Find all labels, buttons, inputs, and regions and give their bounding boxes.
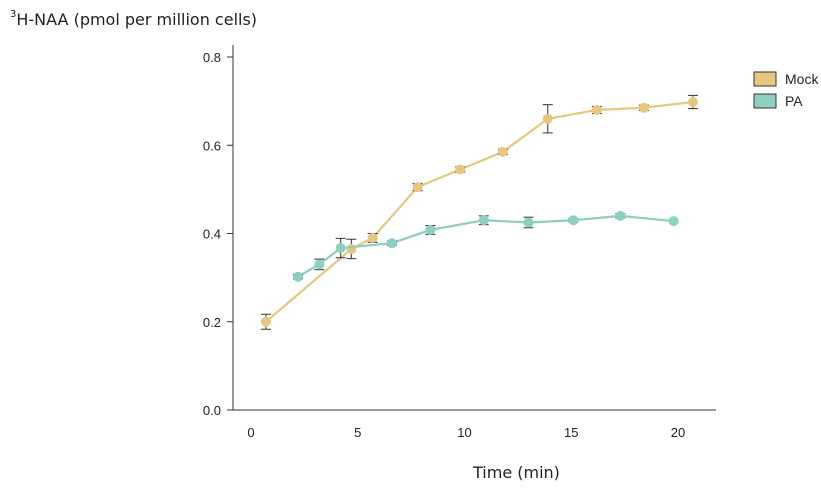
mock-data-point: [638, 102, 649, 113]
x-tick-label: 5: [354, 425, 361, 440]
legend-label-mock: Mock: [785, 71, 819, 87]
y-tick-label: 0.6: [203, 138, 221, 153]
x-tick-label: 20: [671, 425, 685, 440]
mock-data-point: [497, 146, 508, 157]
pa-data-point: [386, 238, 397, 249]
y-axis-label-superscript: 3: [10, 8, 17, 20]
legend-label-pa: PA: [785, 93, 803, 109]
legend-swatch-pa: [753, 93, 777, 109]
mock-data-point: [367, 232, 378, 243]
pa-series-line: [297, 214, 674, 278]
mock-data-point: [687, 97, 698, 108]
y-axis-label: 3H-NAA (pmol per million cells): [10, 8, 258, 29]
pa-data-point: [314, 259, 325, 270]
y-tick-label: 0.4: [203, 227, 221, 242]
x-tick-label: 15: [564, 425, 578, 440]
mock-data-point: [412, 182, 423, 193]
y-tick-label: 0.8: [203, 50, 221, 65]
pa-data-point: [615, 210, 626, 221]
legend-swatch-mock: [753, 71, 777, 87]
y-tick-label: 0.2: [203, 315, 221, 330]
pa-data-point: [335, 243, 346, 254]
pa-data-point: [425, 224, 436, 235]
pa-data-point: [292, 271, 303, 282]
x-tick-label: 10: [457, 425, 471, 440]
mock-data-point: [591, 104, 602, 115]
mock-data-point: [455, 164, 466, 175]
x-tick-label: 0: [247, 425, 254, 440]
x-axis-label: Time (min): [473, 463, 560, 482]
mock-data-point: [260, 316, 271, 327]
pa-data-point: [478, 215, 489, 226]
pa-data-point: [523, 217, 534, 228]
pa-data-point: [568, 215, 579, 226]
pa-data-point: [668, 216, 679, 227]
mock-data-point: [542, 113, 553, 124]
y-axis-label-text: H-NAA (pmol per million cells): [16, 10, 258, 29]
y-tick-label: 0.0: [203, 403, 221, 418]
mock-series-line: [265, 100, 694, 323]
